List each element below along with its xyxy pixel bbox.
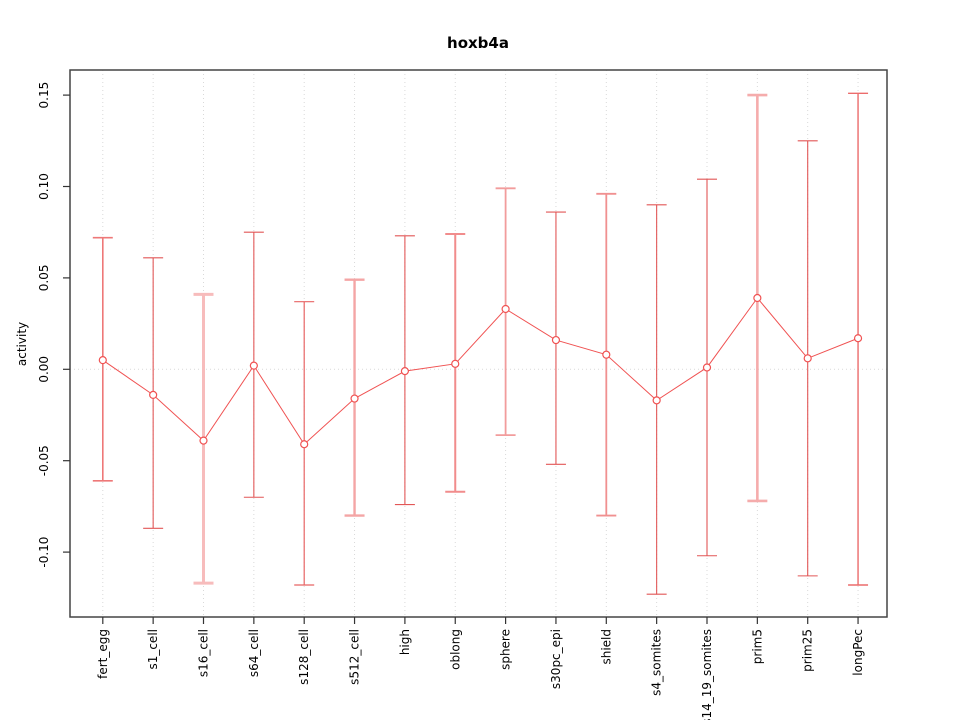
x-tick-label: prim25: [801, 629, 815, 672]
x-tick-label: high: [398, 629, 412, 655]
grid-lines: [70, 70, 887, 617]
data-point: [853, 334, 863, 343]
data-point: [300, 440, 309, 449]
x-tick-label: s14_19_somites: [700, 629, 714, 720]
x-tick-label: s4_somites: [650, 629, 664, 696]
series-polyline: [102, 297, 859, 446]
y-tick-label: -0.10: [37, 537, 51, 568]
data-point: [602, 350, 611, 359]
y-tick-label: 0.10: [37, 173, 51, 200]
x-tick-label: s1_cell: [146, 629, 160, 670]
error-bars: [92, 92, 869, 595]
data-point: [753, 293, 762, 303]
x-tick-label: s512_cell: [348, 629, 362, 685]
chart-title: hoxb4a: [447, 34, 509, 52]
data-point: [501, 304, 510, 314]
x-tick-label: shield: [599, 629, 613, 665]
x-tick-label: s30pc_epi: [549, 629, 563, 689]
x-tick-label: s16_cell: [197, 629, 211, 677]
data-point: [98, 356, 107, 365]
data-point: [803, 354, 812, 363]
plot-box: [69, 69, 888, 618]
y-tick-label: 0.00: [37, 356, 51, 383]
data-point: [551, 335, 561, 345]
data-points: [98, 293, 863, 449]
data-point: [199, 436, 208, 445]
x-tick-label: sphere: [499, 629, 513, 670]
data-point: [149, 390, 158, 399]
data-point: [400, 367, 409, 376]
data-point: [451, 359, 460, 368]
y-tick-label: 0.15: [37, 82, 51, 109]
x-tick-label: fert_egg: [96, 629, 110, 679]
data-point: [702, 363, 712, 372]
x-tick-label: longPec: [851, 629, 865, 676]
y-axis-label: activity: [15, 322, 29, 366]
x-tick-label: oblong: [448, 629, 462, 670]
data-point: [249, 361, 258, 370]
data-point: [652, 396, 661, 405]
data-point: [350, 394, 359, 403]
x-tick-label: s128_cell: [297, 629, 311, 685]
y-tick-label: 0.05: [37, 265, 51, 292]
y-tick-label: -0.05: [37, 445, 51, 476]
x-tick-label: s64_cell: [247, 629, 261, 677]
axes: 0.15 0.10 0.05 0.00 -0.05 -0.10 fert_egg s1_cel…: [37, 69, 888, 720]
x-tick-label: prim5: [750, 629, 764, 664]
series-line: [102, 297, 859, 446]
